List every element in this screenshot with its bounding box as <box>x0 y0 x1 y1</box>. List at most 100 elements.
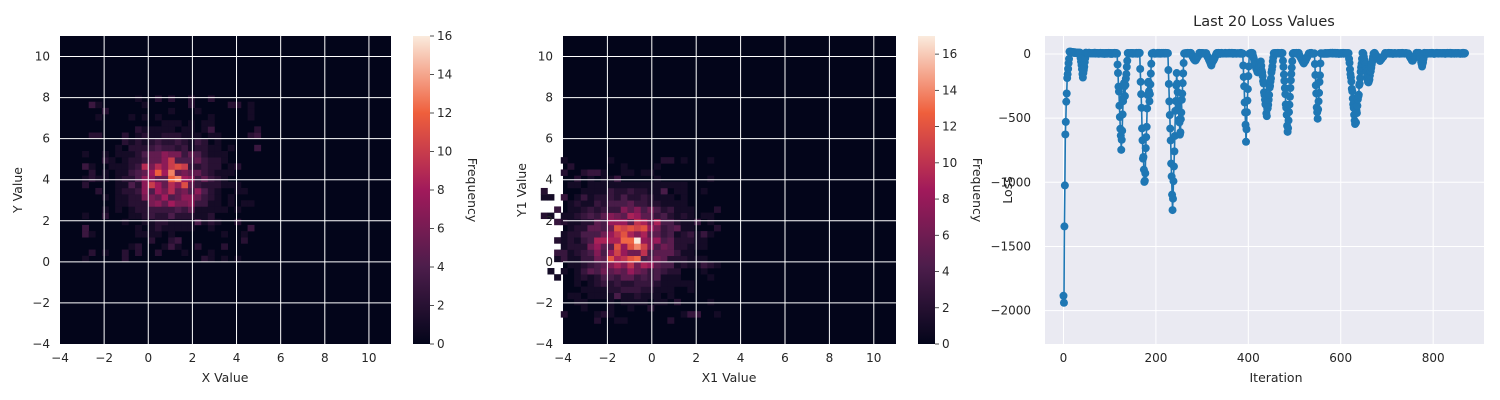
heatmap-cell <box>194 212 202 220</box>
heatmap-cell <box>600 261 608 269</box>
heatmap-cell <box>168 150 176 158</box>
heatmap-cell <box>587 218 595 226</box>
heatmap-cell <box>627 298 635 306</box>
heatmap-cell <box>214 138 222 146</box>
x-tick-label: 0 <box>648 351 656 365</box>
heatmap-cell <box>154 163 162 170</box>
heatmap-cell <box>687 212 695 220</box>
heatmap-cell <box>654 249 661 257</box>
heatmap-cell <box>634 231 641 238</box>
heatmap-cell <box>187 101 195 109</box>
heatmap-cell <box>600 224 608 232</box>
heatmap-cell <box>181 138 189 146</box>
heatmap-cell <box>161 175 169 183</box>
heatmap-cell <box>95 175 103 183</box>
heatmap-cell <box>574 292 582 300</box>
heatmap-cell <box>121 175 129 183</box>
heatmap-cell <box>654 212 661 220</box>
loss-point <box>1139 152 1148 161</box>
heatmap-cell <box>574 206 582 213</box>
loss-point <box>1062 97 1071 106</box>
heatmap-cell <box>148 224 156 232</box>
heatmap-cell <box>82 224 89 232</box>
heatmap-cell <box>654 231 661 238</box>
y-tick-label: 2 <box>545 214 553 228</box>
heatmap-cell <box>567 255 575 263</box>
y-tick-label: 0 <box>1023 47 1031 61</box>
heatmap-cell <box>707 231 715 238</box>
heatmap-cell <box>594 292 602 300</box>
x-tick-label: 10 <box>866 351 881 365</box>
heatmap-cell <box>115 144 123 152</box>
heatmap-cell <box>181 187 189 195</box>
loss-point <box>1120 92 1129 101</box>
heatmap-cell <box>101 194 109 201</box>
heatmap-cell <box>554 255 562 263</box>
heatmap-cell <box>560 231 568 238</box>
heatmap-cell <box>660 280 668 287</box>
heatmap-cell <box>594 311 602 318</box>
heatmap-cell <box>194 194 202 201</box>
heatmap-cell <box>587 292 595 300</box>
heatmap-cell <box>700 261 708 269</box>
heatmap-cell <box>201 144 209 152</box>
loss-point <box>1352 109 1361 118</box>
colorbar-tick-label: 0 <box>942 337 950 351</box>
heatmap-2-y-axis-label: Y1 Value <box>514 163 529 218</box>
heatmap-cell <box>141 114 149 121</box>
heatmap-cell <box>580 169 588 176</box>
heatmap-cell <box>667 317 675 324</box>
loss-point <box>1062 89 1071 98</box>
heatmap-cell <box>647 187 655 195</box>
y-tick-label: 4 <box>545 173 553 187</box>
heatmap-cell <box>101 150 109 158</box>
loss-point <box>1164 66 1173 75</box>
heatmap-cell <box>181 224 189 232</box>
loss-point <box>1284 116 1293 125</box>
heatmap-cell <box>168 200 176 207</box>
loss-point <box>1165 97 1174 106</box>
loss-point <box>1287 69 1296 78</box>
heatmap-cell <box>627 218 635 226</box>
heatmap-cell <box>194 218 202 226</box>
heatmap-cell <box>560 255 568 263</box>
heatmap-cell <box>247 132 255 139</box>
heatmap-cell <box>654 224 661 232</box>
heatmap-cell <box>640 237 648 244</box>
heatmap-cell <box>148 187 156 195</box>
heatmap-cell <box>115 206 123 213</box>
heatmap-cell <box>607 181 615 189</box>
heatmap-cell <box>620 200 628 207</box>
heatmap-cell <box>567 218 575 226</box>
heatmap-cell <box>600 169 608 176</box>
heatmap-cell <box>187 206 195 213</box>
loss-point <box>1143 104 1152 113</box>
colorbar-2 <box>918 36 935 344</box>
heatmap-cell <box>600 206 608 213</box>
colorbar-tick-label: 16 <box>437 29 452 43</box>
heatmap-cell <box>634 274 641 281</box>
loss-point <box>1118 126 1127 135</box>
heatmap-cell <box>654 206 661 213</box>
heatmap-cell <box>247 107 255 115</box>
heatmap-cell <box>141 212 149 220</box>
heatmap-cell <box>594 317 602 324</box>
colorbar-tick-label: 2 <box>437 299 445 313</box>
loss-point <box>1170 147 1179 156</box>
heatmap-cell <box>567 206 575 213</box>
heatmap-cell <box>88 169 96 176</box>
x-tick-label: 2 <box>189 351 197 365</box>
x-tick-label: 6 <box>781 351 789 365</box>
heatmap-cell <box>88 175 96 183</box>
heatmap-cell <box>687 224 695 232</box>
loss-point <box>1061 130 1070 139</box>
heatmap-cell <box>580 261 588 269</box>
heatmap-cell <box>174 169 182 176</box>
heatmap-cell <box>227 144 235 152</box>
heatmap-cell <box>567 261 575 269</box>
heatmap-cell <box>634 224 641 232</box>
heatmap-cell <box>587 249 595 257</box>
loss-point <box>1259 79 1268 88</box>
heatmap-cell <box>587 206 595 213</box>
heatmap-cell <box>594 212 602 220</box>
